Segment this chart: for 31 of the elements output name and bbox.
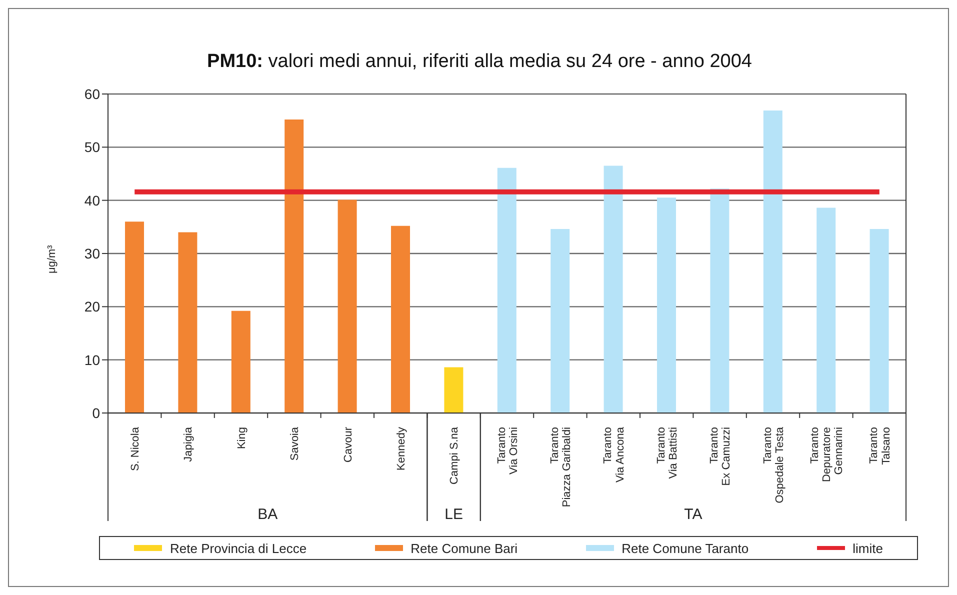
x-tick-label: King bbox=[236, 427, 248, 450]
y-tick-label: 20 bbox=[84, 298, 100, 315]
x-tick-label: Taranto Via Orsini bbox=[496, 427, 520, 474]
legend-label: Rete Comune Taranto bbox=[620, 540, 749, 556]
y-axis-title: μg/m³ bbox=[46, 244, 58, 274]
x-tick-label: Taranto Piazza Garibaldi bbox=[549, 427, 574, 508]
x-tick-label: Japigia bbox=[182, 426, 195, 462]
x-tick-label: Kennedy bbox=[395, 426, 408, 470]
y-tick-label: 60 bbox=[84, 86, 100, 102]
y-tick-label: 30 bbox=[84, 245, 100, 262]
y-tick-label: 40 bbox=[84, 192, 100, 208]
x-tick-label: Taranto Via Ancona bbox=[602, 426, 626, 482]
x-tick-label: Savoia bbox=[289, 426, 302, 461]
y-tick-label: 0 bbox=[92, 404, 100, 421]
legend-label: limite bbox=[852, 540, 883, 556]
x-tick-label: Campi S.na bbox=[448, 426, 461, 484]
legend-label: Rete Provincia di Lecce bbox=[169, 540, 307, 556]
x-tick-label: Taranto Talsano bbox=[868, 427, 892, 465]
x-tick-label: Taranto Via Battisti bbox=[655, 427, 680, 479]
legend-label: Rete Comune Bari bbox=[410, 540, 518, 556]
text: BA bbox=[258, 506, 278, 523]
text: LE bbox=[444, 506, 463, 523]
x-tick-label: Cavour bbox=[342, 426, 354, 462]
text: TA bbox=[684, 506, 702, 523]
y-tick-label: 50 bbox=[84, 139, 100, 156]
x-tick-label: S. Nicola bbox=[129, 426, 142, 472]
y-tick-label: 10 bbox=[84, 352, 100, 368]
x-tick-label: Taranto Ex Camuzzi bbox=[708, 427, 733, 486]
x-tick-label: Taranto Depuratore Gennarini bbox=[808, 427, 846, 482]
x-tick-label: Taranto Ospedale Testa bbox=[762, 426, 786, 504]
chart-title: PM10: valori medi annui, riferiti alla media su 24 ore - anno 2004 bbox=[207, 51, 752, 72]
